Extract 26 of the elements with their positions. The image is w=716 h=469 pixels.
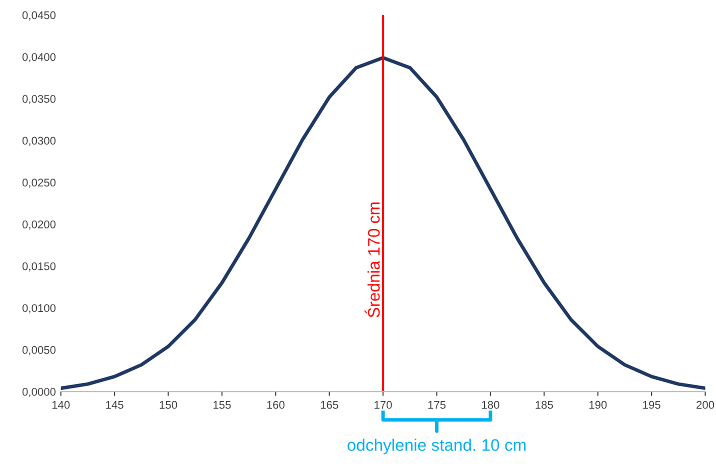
line-series xyxy=(60,56,706,390)
y-tick-label: 0,0100 xyxy=(22,304,56,314)
x-tick-label: 190 xyxy=(589,400,607,409)
x-tick-label: 200 xyxy=(696,400,714,409)
y-tick-label: 0,0400 xyxy=(22,53,56,62)
x-tick-label: 185 xyxy=(536,400,553,409)
x-tick-label: 175 xyxy=(428,401,446,409)
y-tick-label: 0,0200 xyxy=(22,220,56,230)
y-tick-label: 0,0050 xyxy=(22,346,56,356)
ref-line-label: Średnia 170 cm xyxy=(364,202,380,318)
x-tick-label: 195 xyxy=(643,400,660,409)
x-tick-label: 170 xyxy=(374,400,392,409)
x-tick-label: 150 xyxy=(160,400,178,409)
x-tick-label: 160 xyxy=(267,400,284,409)
text: odchylenie stand. 10 cm xyxy=(348,438,526,454)
x-tick-label: 165 xyxy=(320,400,338,409)
y-tick-label: 0,0150 xyxy=(22,262,56,272)
x-tick-label: 155 xyxy=(214,401,231,409)
y-tick-label: 0,0300 xyxy=(22,136,56,146)
y-tick-label: 0,0450 xyxy=(22,11,56,20)
x-tick-label: 145 xyxy=(106,401,124,409)
y-tick-label: 0,0000 xyxy=(22,388,56,398)
y-tick-label: 0,0250 xyxy=(22,178,56,188)
x-tick-label: 140 xyxy=(52,400,70,409)
y-tick-label: 0,0350 xyxy=(22,94,56,104)
x-tick-label: 180 xyxy=(482,400,500,409)
